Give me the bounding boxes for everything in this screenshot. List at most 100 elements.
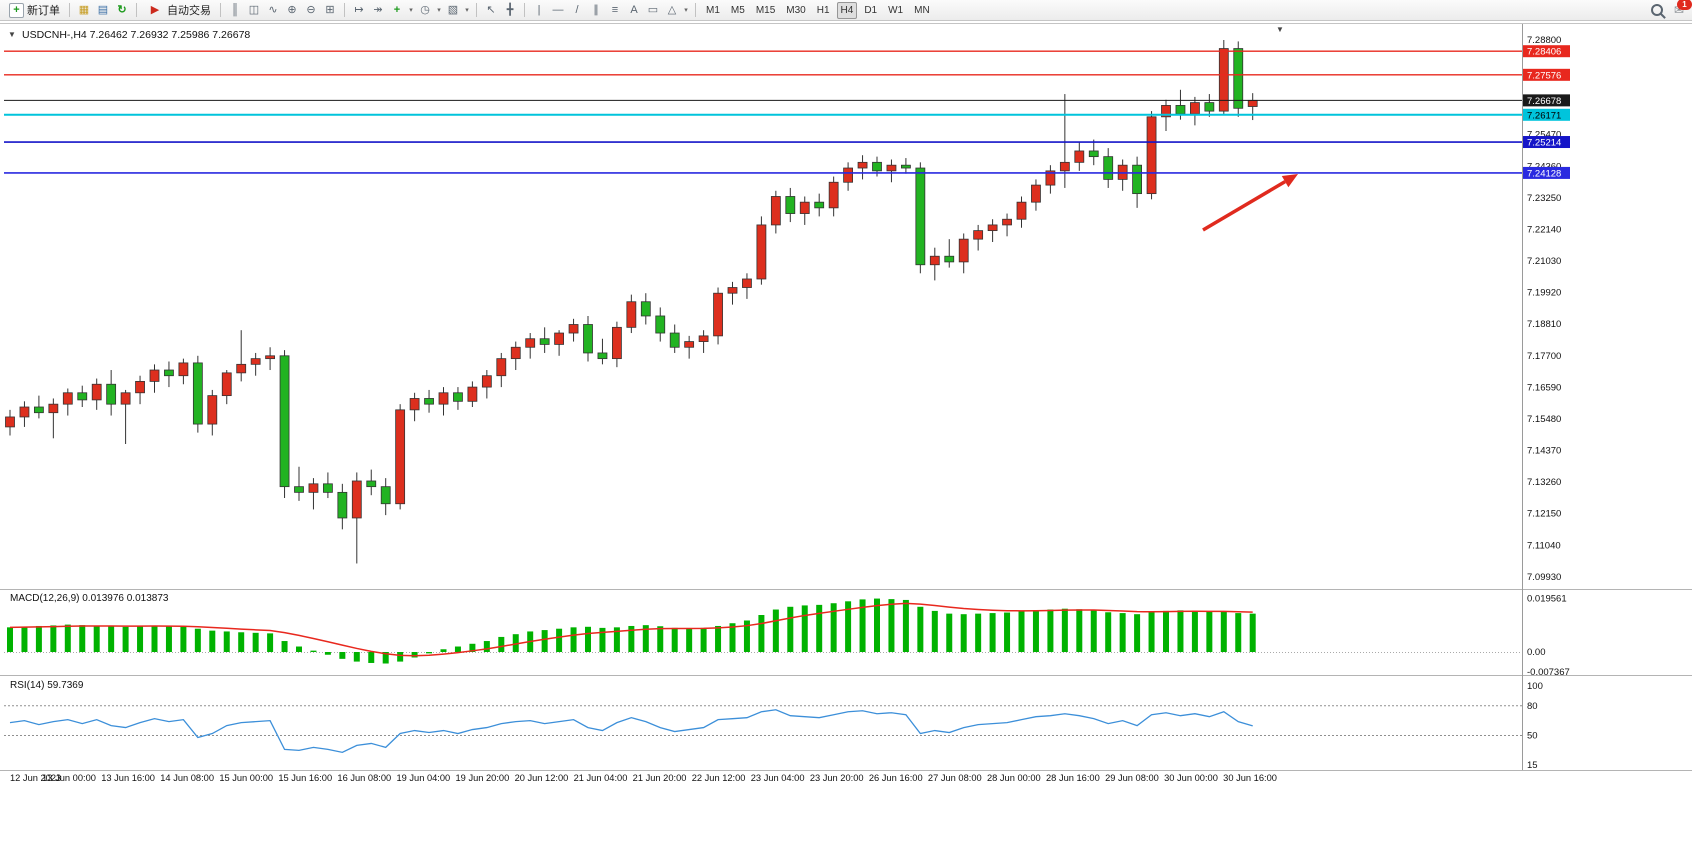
price-tag: 7.26678 — [1523, 94, 1570, 107]
chart-shift-marker-icon[interactable]: ▼ — [1276, 25, 1284, 34]
svg-text:50: 50 — [1527, 731, 1538, 742]
vertical-line-tool-icon[interactable]: | — [537, 3, 541, 16]
auto-trading-label: 自动交易 — [167, 5, 211, 17]
chevron-down-icon[interactable]: ▾ — [684, 7, 688, 14]
timeframe-m15-button[interactable]: M15 — [755, 4, 776, 16]
templates-icon[interactable]: ▧ — [447, 3, 459, 16]
toolbar-separator — [476, 3, 477, 17]
svg-text:7.26678: 7.26678 — [1527, 96, 1561, 107]
toolbar-separator — [344, 3, 345, 17]
line-chart-type-icon[interactable]: ∿ — [268, 3, 278, 16]
toolbar-separator — [136, 3, 137, 17]
svg-text:19 Jun 04:00: 19 Jun 04:00 — [396, 773, 450, 783]
timeframe-h4-button[interactable]: H4 — [836, 1, 858, 19]
refresh-icon[interactable]: ↻ — [117, 3, 127, 16]
chart-window-icon[interactable]: ▦ — [78, 3, 90, 16]
svg-text:7.14370: 7.14370 — [1527, 446, 1561, 457]
macd-histogram — [7, 598, 1256, 664]
notification-badge: 1 — [1677, 0, 1692, 10]
toolbar-separator — [69, 3, 70, 17]
svg-text:7.24360: 7.24360 — [1527, 161, 1561, 172]
fibonacci-tool-icon[interactable]: ≡ — [611, 3, 619, 16]
svg-text:28 Jun 16:00: 28 Jun 16:00 — [1046, 773, 1100, 783]
add-indicator-icon[interactable]: + — [393, 3, 401, 16]
price-axis: 7.288007.265807.254707.243607.232507.221… — [1527, 35, 1561, 583]
timeframe-h1-button[interactable]: H1 — [816, 4, 830, 16]
zoom-in-icon[interactable]: ⊕ — [287, 3, 297, 16]
chevron-down-icon[interactable]: ▾ — [437, 7, 441, 14]
timeframe-d1-button[interactable]: D1 — [864, 4, 878, 16]
svg-text:29 Jun 08:00: 29 Jun 08:00 — [1105, 773, 1159, 783]
price-tag: 7.24128 — [1523, 166, 1570, 179]
tile-windows-icon[interactable]: ⊞ — [325, 3, 335, 16]
envelope-icon: ✉ — [1673, 3, 1685, 17]
toolbar-separator — [220, 3, 221, 17]
auto-trading-button[interactable]: ▶ 自动交易 — [142, 2, 215, 18]
horizontal-line-tool-icon[interactable]: — — [552, 3, 564, 16]
channel-tool-icon[interactable]: ∥ — [593, 3, 599, 16]
chevron-down-icon[interactable]: ▾ — [465, 7, 469, 14]
chart-collapse-icon[interactable]: ▼ — [8, 30, 16, 39]
svg-text:21 Jun 20:00: 21 Jun 20:00 — [633, 773, 687, 783]
timeframe-m1-button[interactable]: M1 — [706, 4, 720, 16]
svg-text:12 Jun 2023: 12 Jun 2023 — [10, 773, 61, 783]
timeframe-m5-button[interactable]: M5 — [730, 4, 745, 16]
svg-text:0.019561: 0.019561 — [1527, 593, 1567, 604]
macd-signal-line — [9, 602, 1253, 657]
svg-text:21 Jun 04:00: 21 Jun 04:00 — [574, 773, 628, 783]
trendline-tool-icon[interactable]: / — [575, 3, 579, 16]
svg-text:80: 80 — [1527, 701, 1538, 712]
chevron-down-icon[interactable]: ▾ — [409, 7, 413, 14]
chart-shift-icon[interactable]: ↦ — [354, 3, 364, 16]
new-order-button[interactable]: + 新订单 — [5, 2, 64, 18]
svg-text:13 Jun 16:00: 13 Jun 16:00 — [101, 773, 155, 783]
candlestick-chart-type-icon[interactable]: ◫ — [248, 3, 260, 16]
crosshair-icon[interactable]: ╋ — [506, 3, 514, 16]
svg-text:7.23250: 7.23250 — [1527, 193, 1561, 204]
rsi-levels — [4, 705, 1522, 736]
svg-text:20 Jun 12:00: 20 Jun 12:00 — [515, 773, 569, 783]
text-tool-icon[interactable]: A — [630, 3, 638, 16]
shapes-tool-icon[interactable]: △ — [667, 3, 677, 16]
auto-trading-icon: ▶ — [150, 3, 160, 16]
svg-text:28 Jun 00:00: 28 Jun 00:00 — [987, 773, 1041, 783]
auto-scroll-icon[interactable]: ↠ — [373, 3, 383, 16]
toolbar-separator — [695, 3, 696, 17]
svg-text:7.26171: 7.26171 — [1527, 110, 1561, 121]
horizontal-price-lines[interactable]: 7.28406 7.27576 7.26678 7.26171 7.25214 7.241… — [4, 45, 1570, 179]
svg-text:27 Jun 08:00: 27 Jun 08:00 — [928, 773, 982, 783]
bar-chart-type-icon[interactable]: ║ — [231, 3, 239, 16]
macd-label: MACD(12,26,9) 0.013976 0.013873 — [10, 593, 169, 604]
timeframe-w1-button[interactable]: W1 — [888, 4, 904, 16]
svg-text:7.16590: 7.16590 — [1527, 382, 1561, 393]
svg-text:7.15480: 7.15480 — [1527, 414, 1561, 425]
cursor-icon[interactable]: ↖ — [486, 3, 496, 16]
rsi-label: RSI(14) 59.7369 — [10, 680, 84, 691]
svg-text:14 Jun 08:00: 14 Jun 08:00 — [160, 773, 214, 783]
toolbar-separator — [524, 3, 525, 17]
svg-text:30 Jun 16:00: 30 Jun 16:00 — [1223, 773, 1277, 783]
svg-text:7.09930: 7.09930 — [1527, 572, 1561, 583]
macd-axis: 0.019561 0.00 -0.007367 — [1527, 593, 1570, 678]
timeframe-mn-button[interactable]: MN — [914, 4, 930, 16]
periods-clock-icon[interactable]: ◷ — [420, 3, 430, 16]
profiles-icon[interactable]: ▤ — [97, 3, 109, 16]
svg-text:19 Jun 20:00: 19 Jun 20:00 — [456, 773, 510, 783]
svg-text:-0.007367: -0.007367 — [1527, 667, 1570, 678]
notifications-icon[interactable]: ✉ 1 — [1671, 0, 1692, 17]
svg-text:100: 100 — [1527, 681, 1543, 692]
zoom-out-icon[interactable]: ⊖ — [306, 3, 316, 16]
svg-text:7.21030: 7.21030 — [1527, 256, 1561, 267]
annotation-arrow[interactable] — [1202, 174, 1298, 232]
label-tool-icon[interactable]: ▭ — [647, 3, 659, 16]
timeframe-m30-button[interactable]: M30 — [786, 4, 806, 16]
svg-text:26 Jun 16:00: 26 Jun 16:00 — [869, 773, 923, 783]
svg-text:30 Jun 00:00: 30 Jun 00:00 — [1164, 773, 1218, 783]
rsi-axis: 100 80 50 15 — [1527, 681, 1543, 771]
rsi-line — [9, 709, 1253, 754]
search-icon[interactable] — [1651, 4, 1663, 16]
toolbar-right-group: ✉ 1 — [1651, 0, 1692, 17]
svg-text:7.19920: 7.19920 — [1527, 288, 1561, 299]
